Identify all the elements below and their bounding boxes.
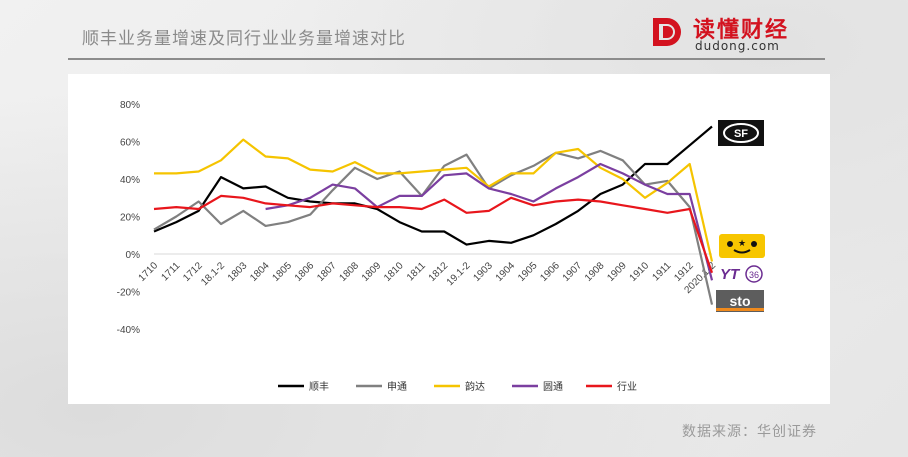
x-tick-label: 18.1-2 [199, 260, 227, 288]
x-tick-label: 1907 [561, 260, 585, 284]
x-tick-label: 1710 [137, 260, 161, 284]
title-divider [68, 58, 825, 60]
x-tick-label: 1811 [405, 260, 428, 283]
yunda-logo-icon: ★ [719, 234, 765, 258]
x-tick-label: 1905 [516, 260, 540, 284]
x-tick-label: 19.1-2 [445, 260, 473, 288]
svg-text:sto: sto [730, 293, 751, 309]
svg-text:SF: SF [734, 128, 748, 140]
x-tick-label: 1903 [471, 260, 495, 284]
x-tick-label: 1904 [494, 260, 518, 284]
y-axis: 80% 60% 40% 20% 0% -20% -40% [117, 100, 140, 336]
sto-logo-icon: sto [716, 290, 764, 312]
brand-logo: 读懂财经 dudong.com [651, 12, 826, 54]
legend-label: 韵达 [465, 380, 485, 393]
y-tick-label: 0% [126, 250, 141, 261]
x-tick-label: 1911 [650, 260, 673, 283]
logo-url: dudong.com [695, 39, 780, 53]
legend-label: 顺丰 [309, 380, 329, 393]
y-tick-label: 60% [120, 138, 140, 149]
series-line-3 [265, 162, 714, 281]
y-tick-label: 80% [120, 100, 140, 111]
x-tick-label: 1711 [159, 260, 182, 283]
x-tick-label: 1808 [337, 260, 361, 284]
svg-text:YT: YT [720, 266, 741, 283]
legend-label: 申通 [387, 380, 407, 393]
x-tick-label: 1807 [315, 260, 339, 284]
legend-label: 圆通 [543, 381, 563, 393]
dudong-logo-icon [653, 18, 681, 46]
chart-panel: 80% 60% 40% 20% 0% -20% -40% 1710 1711 1712 18.1-… [68, 74, 830, 404]
series-line-0 [153, 125, 713, 246]
x-tick-label: 1805 [271, 260, 295, 284]
line-chart: 80% 60% 40% 20% 0% -20% -40% 1710 1711171218.1-… [117, 100, 765, 393]
x-tick-label: 1806 [293, 260, 317, 284]
series-line-4 [153, 194, 714, 274]
logo-name: 读懂财经 [693, 18, 790, 43]
series-line-2 [154, 138, 714, 262]
svg-text:★: ★ [738, 238, 746, 248]
x-tick-label: 1809 [360, 260, 384, 284]
legend: 顺丰 申通 韵达 圆通 行业 [278, 380, 637, 393]
y-tick-label: -40% [117, 325, 140, 336]
legend-label: 行业 [617, 380, 637, 393]
svg-text:36: 36 [749, 270, 759, 280]
y-tick-label: 40% [120, 175, 140, 186]
x-tick-label: 1909 [605, 260, 629, 284]
x-tick-label: 1810 [382, 260, 406, 284]
x-tick-label: 1804 [248, 260, 272, 284]
sf-express-logo-icon: SF [718, 120, 764, 146]
y-tick-label: -20% [117, 288, 140, 299]
x-axis: 1710 1711171218.1-21803180418051806180718… [137, 253, 718, 296]
x-tick-label: 1910 [628, 260, 652, 284]
x-tick-label: 1906 [538, 260, 562, 284]
series-line-1 [153, 149, 714, 305]
data-source: 数据来源：华创证券 [682, 424, 817, 440]
x-tick-label: 1908 [583, 260, 607, 284]
page-title: 顺丰业务量增速及同行业业务量增速对比 [82, 29, 406, 49]
x-tick-label: 1803 [226, 260, 250, 284]
series-lines [153, 125, 714, 305]
yto-logo-icon: YT 36 [720, 265, 763, 283]
y-tick-label: 20% [120, 213, 140, 224]
